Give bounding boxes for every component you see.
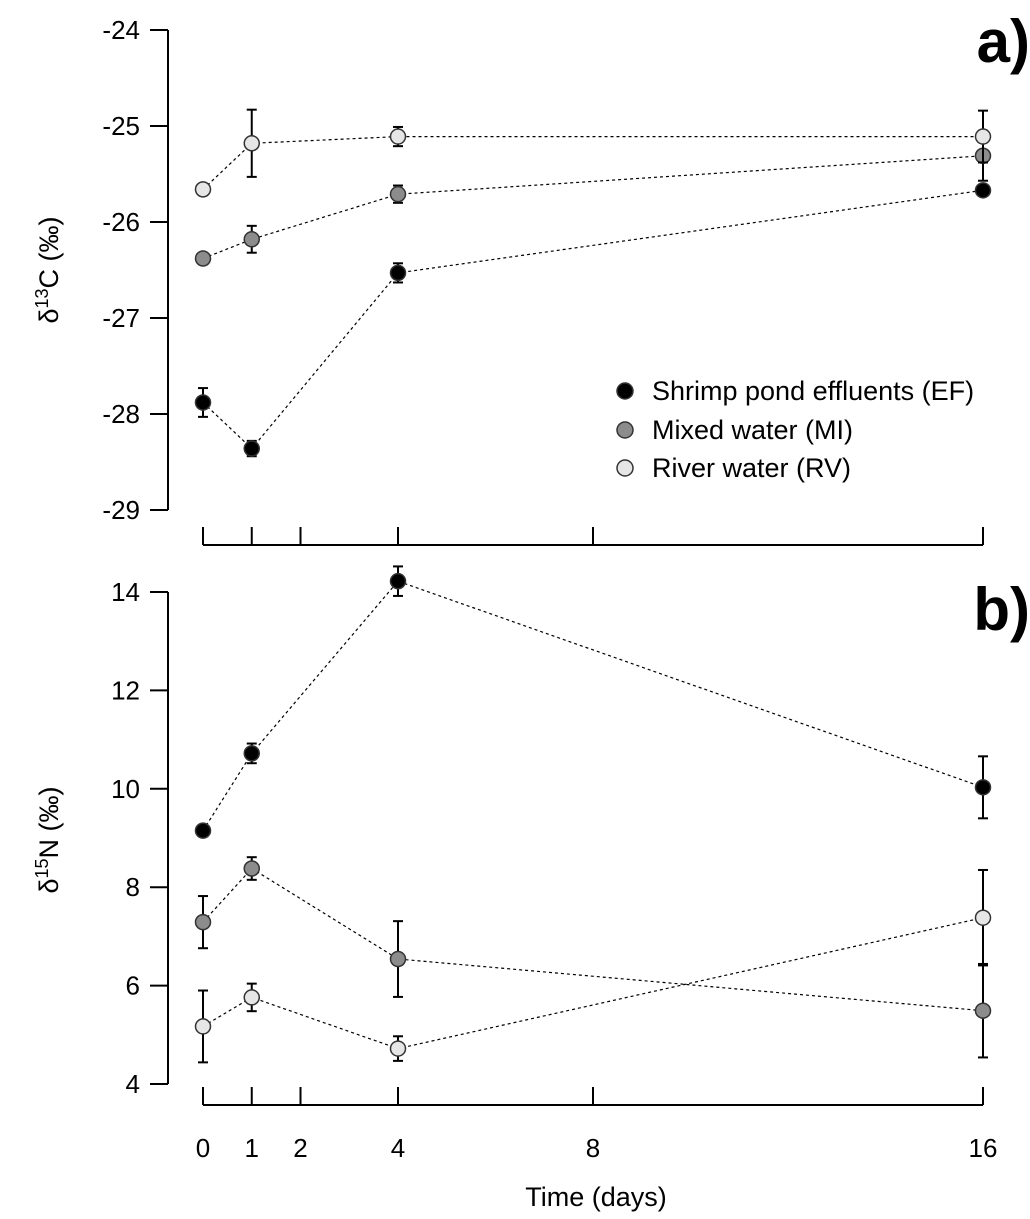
x-tick-label: 2: [293, 1133, 307, 1163]
legend-label-rv: River water (RV): [652, 453, 851, 483]
x-axis-title: Time (days): [525, 1182, 667, 1212]
panel-a-point-rv: [389, 128, 407, 145]
panel-a-point-ef: [389, 264, 407, 282]
panel-b-y-tick-label: 8: [126, 872, 140, 902]
legend-marker-ef: [616, 382, 634, 400]
panel-b-point-rv: [194, 1018, 212, 1035]
panel-b-series-line-mi: [202, 867, 984, 1012]
panel-b-point-rv: [389, 1040, 407, 1057]
panel-b-y-tick-label: 12: [111, 675, 140, 705]
panel-a-series-line-ef: [202, 189, 984, 450]
panel-a-series-line-mi: [202, 155, 984, 260]
legend: Shrimp pond effluents (EF) Mixed water (…: [616, 376, 974, 483]
panel-a-point-mi: [194, 250, 212, 267]
panel-b-label: b): [973, 576, 1030, 643]
panel-b-y-tick-label: 4: [126, 1069, 140, 1099]
panel-a-y-tick-label: -26: [102, 207, 140, 237]
panel-b-y-axis-title: δ15N (‰): [32, 786, 64, 893]
panel-a-d13c: a) δ13C (‰) -29 -28 -27 -26 -25 -24: [32, 8, 1030, 546]
panel-a-y-axis-title: δ13C (‰): [32, 216, 64, 323]
panel-a-y-tick-label: -25: [102, 111, 140, 141]
panel-b-point-ef: [974, 779, 992, 796]
panel-b-point-ef: [194, 822, 212, 839]
panel-a-point-rv: [194, 181, 212, 198]
panel-a-point-ef: [243, 440, 260, 457]
x-tick-label: 8: [586, 1133, 600, 1163]
panel-b-point-rv: [974, 909, 992, 926]
panel-a-point-rv: [974, 128, 992, 145]
panel-a-label: a): [977, 8, 1030, 75]
panel-a-y-tick-label: -29: [102, 495, 140, 525]
panel-a-point-mi: [243, 231, 260, 248]
panel-b-series-line-rv: [202, 917, 984, 1050]
panel-b-point-ef: [243, 745, 260, 762]
legend-marker-mi: [616, 421, 634, 439]
panel-b-y-tick-label: 14: [111, 577, 140, 607]
panel-a-point-rv: [243, 135, 260, 152]
panel-a-point-mi: [389, 185, 407, 203]
x-tick-label: 0: [196, 1133, 210, 1163]
panel-b-point-ef: [389, 572, 407, 590]
panel-b-point-mi: [243, 860, 260, 877]
panel-a-y-tick-label: -24: [102, 15, 140, 45]
panel-a-y-tick-label: -28: [102, 399, 140, 429]
legend-marker-rv: [616, 459, 634, 477]
panel-a-y-tick-label: -27: [102, 303, 140, 333]
legend-label-ef: Shrimp pond effluents (EF): [652, 376, 974, 406]
panel-b-series-line-ef: [202, 580, 984, 831]
panel-b-point-mi: [974, 1002, 992, 1019]
panel-b-point-mi: [389, 950, 407, 968]
legend-label-mi: Mixed water (MI): [652, 415, 853, 445]
panel-a-point-ef: [974, 182, 992, 199]
x-tick-label: 16: [969, 1133, 998, 1163]
panel-b-y-tick-label: 10: [111, 774, 140, 804]
panel-a-point-ef: [194, 394, 212, 411]
x-tick-label: 4: [391, 1133, 405, 1163]
panel-b-point-rv: [243, 989, 260, 1006]
panel-b-point-mi: [194, 913, 212, 931]
panel-b-y-tick-label: 6: [126, 971, 140, 1001]
panel-a-series-line-rv: [202, 136, 983, 190]
x-tick-label: 1: [245, 1133, 259, 1163]
